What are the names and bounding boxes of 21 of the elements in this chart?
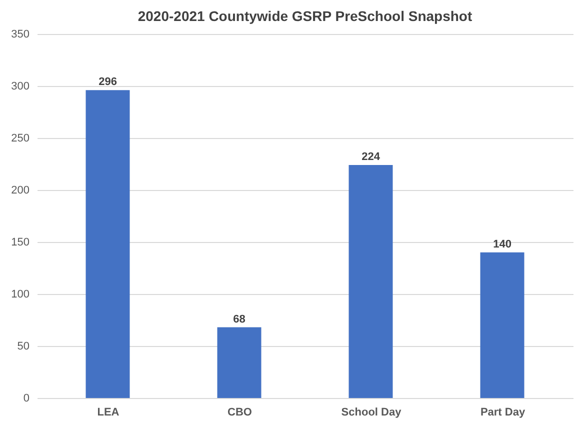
y-tick-label: 250 [11, 132, 30, 144]
data-label: 296 [98, 76, 117, 88]
x-tick-label: CBO [228, 406, 252, 418]
bar [217, 327, 262, 398]
bar [86, 90, 130, 398]
y-tick-label: 100 [11, 288, 30, 300]
y-tick-label: 350 [11, 28, 30, 40]
y-tick-label: 0 [23, 392, 30, 404]
y-tick-label: 50 [17, 340, 30, 352]
data-label: 68 [233, 313, 246, 326]
y-tick-label: 200 [11, 184, 30, 196]
bar [480, 252, 524, 398]
chart-title: 2020-2021 Countywide GSRP PreSchool Snapshot [138, 8, 472, 24]
x-tick-label: Part Day [480, 406, 526, 418]
bar [348, 165, 393, 398]
x-tick-label: LEA [97, 406, 120, 418]
data-label: 140 [493, 238, 512, 250]
x-tick-label: School Day [341, 406, 402, 418]
data-label: 224 [362, 151, 381, 164]
y-tick-label: 150 [11, 236, 30, 248]
y-tick-label: 300 [11, 80, 30, 92]
